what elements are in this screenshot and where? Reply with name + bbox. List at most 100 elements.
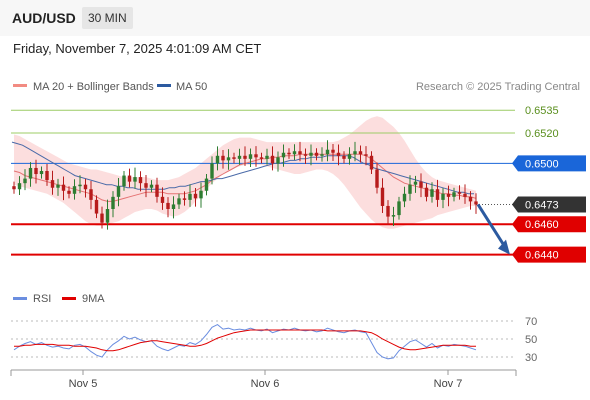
rsi-tick-label: 30: [525, 352, 537, 364]
forecast-arrow-head: [498, 239, 510, 255]
candle-body: [336, 152, 341, 156]
candle-body: [474, 201, 478, 205]
rsi-ma-legend-swatch: [62, 297, 76, 300]
candle-body: [89, 189, 93, 200]
candle-body: [254, 154, 258, 158]
candle-body: [446, 193, 451, 197]
candle-body: [144, 183, 148, 188]
candle-body: [221, 155, 225, 161]
candle-body: [72, 186, 77, 194]
rsi-legend-swatch: [13, 297, 27, 300]
ma20-legend-swatch: [13, 84, 27, 87]
candle-body: [270, 155, 275, 164]
level-label-tag: [512, 246, 586, 263]
candle-body: [402, 193, 407, 202]
candle-body: [111, 196, 115, 209]
time-axis: Nov 5 Nov 6 Nov 7: [10, 369, 517, 390]
candle-body: [50, 180, 55, 188]
candle-body: [353, 151, 357, 155]
candle-body: [391, 215, 396, 217]
candle-body: [375, 169, 379, 188]
candle-body: [468, 196, 473, 202]
level-label: 0.6473: [525, 199, 559, 211]
level-label: 0.6520: [525, 128, 559, 140]
level-label: 0.6535: [525, 105, 559, 117]
rsi-panel: 70 50 30: [11, 316, 537, 364]
price-legend: MA 20 + Bollinger Bands MA 50: [13, 81, 207, 93]
level-label-tag: [512, 155, 586, 172]
candle-body: [100, 213, 104, 223]
level-label-tag: [512, 196, 586, 213]
candles: [12, 140, 478, 230]
candle-body: [67, 190, 71, 194]
candle-body: [215, 155, 220, 164]
candle-body: [39, 171, 44, 175]
candle-body: [243, 155, 247, 159]
candle-body: [281, 152, 286, 158]
candle-body: [342, 155, 346, 159]
candle-body: [369, 155, 374, 170]
candle-body: [287, 152, 291, 155]
candle-body: [397, 201, 401, 216]
candle-body: [232, 157, 236, 159]
candle-body: [127, 175, 132, 182]
candle-body: [149, 184, 154, 188]
time-axis-label: Nov 7: [434, 378, 463, 390]
candle-body: [419, 181, 423, 188]
candle-body: [193, 193, 198, 199]
timestamp: Friday, November 7, 2025 4:01:09 AM CET: [13, 41, 262, 56]
candle-body: [309, 152, 313, 156]
ma50-legend-swatch: [157, 84, 171, 87]
candle-body: [182, 198, 187, 200]
bollinger-band-area: [14, 116, 476, 229]
candle-body: [34, 167, 38, 175]
candle-body: [78, 184, 82, 187]
candle-body: [177, 198, 181, 205]
candle-body: [116, 186, 121, 197]
candle-body: [56, 184, 60, 188]
level-labels: 0.6535 0.6520 0.6500 0.6473 0.6460 0.6440: [512, 105, 586, 263]
candle-body: [364, 154, 368, 156]
rsi-legend-label: RSI: [33, 293, 51, 305]
candle-body: [28, 167, 33, 179]
candle-body: [386, 205, 390, 217]
timeframe-badge[interactable]: 30 MIN: [82, 7, 133, 29]
candle-body: [94, 199, 99, 214]
candle-body: [380, 187, 385, 206]
candle-body: [23, 178, 27, 184]
candle-body: [320, 154, 324, 156]
level-label: 0.6460: [525, 219, 559, 231]
time-axis-label: Nov 6: [251, 378, 280, 390]
candle-body: [155, 184, 159, 197]
candle-body: [83, 184, 88, 190]
candle-body: [45, 171, 49, 181]
rsi-line: [13, 324, 477, 360]
candle-body: [237, 155, 242, 159]
candle-body: [204, 178, 209, 191]
bollinger-band-layer: [14, 116, 476, 229]
candle-body: [160, 196, 165, 203]
price-levels: [11, 109, 515, 256]
candle-body: [424, 187, 429, 197]
candle-body: [138, 177, 143, 184]
candle-body: [430, 189, 434, 197]
candle-body: [358, 151, 363, 155]
candle-body: [303, 154, 308, 156]
candle-body: [331, 149, 335, 153]
rsi-ma-legend-label: 9MA: [82, 293, 105, 305]
candle-body: [226, 157, 231, 161]
candle-body: [314, 152, 319, 156]
forecast-arrow: [476, 203, 510, 255]
chart-header: AUD/USD 30 MIN: [0, 0, 590, 36]
candle-body: [292, 151, 297, 155]
candle-body: [298, 151, 302, 155]
candle-body: [457, 192, 462, 194]
candle-body: [435, 189, 440, 200]
ma50-line: [11, 141, 474, 195]
ma20-legend-label: MA 20 + Bollinger Bands: [33, 81, 154, 93]
candle-body: [61, 184, 66, 191]
candle-body: [12, 186, 16, 190]
candle-body: [325, 149, 330, 155]
